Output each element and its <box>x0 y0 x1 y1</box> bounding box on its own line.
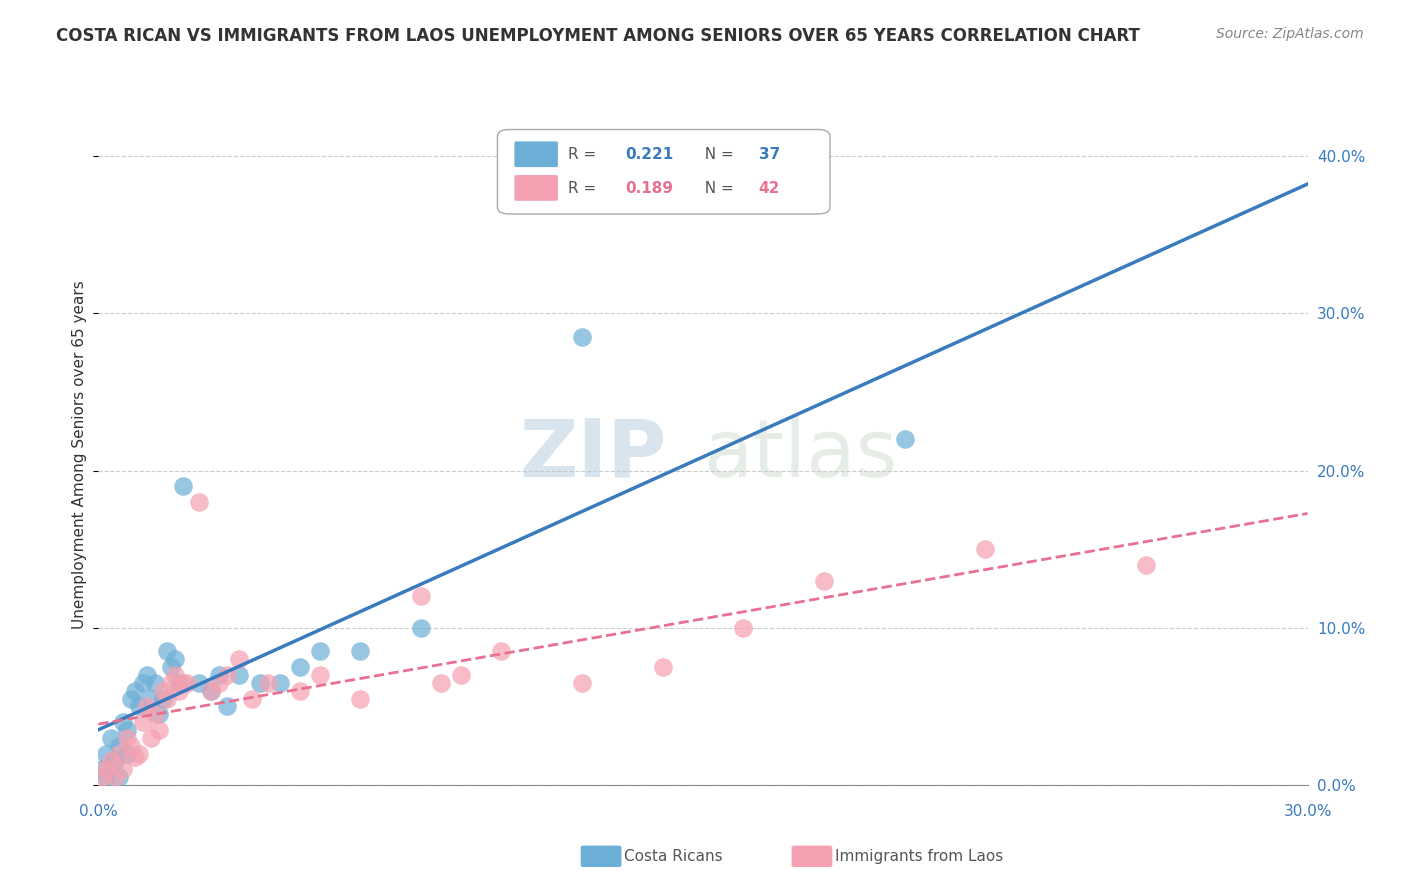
Point <box>893 432 915 446</box>
Point <box>167 675 190 690</box>
FancyBboxPatch shape <box>515 175 558 201</box>
Point <box>249 675 271 690</box>
Point <box>309 644 332 658</box>
Text: 0.189: 0.189 <box>626 181 673 195</box>
Point <box>132 715 155 730</box>
Point <box>120 739 142 753</box>
Point <box>143 707 166 722</box>
Point <box>111 715 134 730</box>
Point <box>156 691 179 706</box>
Y-axis label: Unemployment Among Seniors over 65 years: Unemployment Among Seniors over 65 years <box>72 281 87 629</box>
Point <box>309 668 332 682</box>
Point <box>103 770 125 784</box>
Point <box>349 691 371 706</box>
Point <box>200 683 222 698</box>
Point <box>139 731 162 745</box>
Text: R =: R = <box>568 147 600 162</box>
Text: Costa Ricans: Costa Ricans <box>624 849 723 863</box>
Point <box>217 668 239 682</box>
Text: N =: N = <box>695 147 738 162</box>
Point <box>450 668 472 682</box>
Point <box>111 762 134 776</box>
FancyBboxPatch shape <box>498 129 830 214</box>
Point <box>148 707 170 722</box>
Point <box>132 675 155 690</box>
Text: COSTA RICAN VS IMMIGRANTS FROM LAOS UNEMPLOYMENT AMONG SENIORS OVER 65 YEARS COR: COSTA RICAN VS IMMIGRANTS FROM LAOS UNEM… <box>56 27 1140 45</box>
Point <box>256 675 278 690</box>
Point <box>120 691 142 706</box>
Point <box>167 683 190 698</box>
Point <box>156 644 179 658</box>
Point <box>160 675 183 690</box>
Text: R =: R = <box>568 181 600 195</box>
Point <box>128 747 150 761</box>
Point <box>188 675 211 690</box>
Point <box>163 652 186 666</box>
Point <box>107 747 129 761</box>
Point <box>188 495 211 509</box>
Point <box>288 660 311 674</box>
Point <box>176 675 198 690</box>
Point <box>228 652 250 666</box>
Point <box>172 479 194 493</box>
Point <box>288 683 311 698</box>
Point <box>91 762 114 776</box>
Text: 0.0%: 0.0% <box>79 805 118 819</box>
Point <box>100 731 122 745</box>
Point <box>349 644 371 658</box>
Point <box>124 749 146 764</box>
Point <box>135 668 157 682</box>
Point <box>571 675 593 690</box>
Text: 37: 37 <box>759 147 780 162</box>
Point <box>813 574 835 588</box>
Point <box>1135 558 1157 572</box>
Text: Immigrants from Laos: Immigrants from Laos <box>835 849 1004 863</box>
Point <box>733 621 755 635</box>
Point <box>115 731 138 745</box>
Point <box>96 747 118 761</box>
Point <box>409 590 432 604</box>
Text: N =: N = <box>695 181 738 195</box>
Point <box>96 770 118 784</box>
Point <box>139 691 162 706</box>
Point <box>491 644 513 658</box>
Text: 42: 42 <box>759 181 780 195</box>
Point <box>96 762 118 776</box>
Point <box>143 675 166 690</box>
Point <box>152 691 174 706</box>
Point <box>148 723 170 737</box>
Point <box>135 699 157 714</box>
Point <box>115 723 138 737</box>
Point <box>217 699 239 714</box>
Point <box>208 668 231 682</box>
Point <box>163 668 186 682</box>
Point <box>115 747 138 761</box>
Point <box>571 330 593 344</box>
Point <box>409 621 432 635</box>
Point <box>208 675 231 690</box>
Text: ZIP: ZIP <box>519 416 666 494</box>
Point <box>107 770 129 784</box>
Point <box>228 668 250 682</box>
Text: Source: ZipAtlas.com: Source: ZipAtlas.com <box>1216 27 1364 41</box>
Point <box>200 683 222 698</box>
Text: atlas: atlas <box>703 416 897 494</box>
Point <box>269 675 291 690</box>
Point <box>651 660 673 674</box>
Point <box>91 770 114 784</box>
Text: 30.0%: 30.0% <box>1284 805 1331 819</box>
Point <box>128 699 150 714</box>
Point <box>107 739 129 753</box>
Point <box>152 683 174 698</box>
Text: 0.221: 0.221 <box>626 147 673 162</box>
FancyBboxPatch shape <box>515 142 558 167</box>
Point <box>124 683 146 698</box>
Point <box>160 660 183 674</box>
Point <box>100 755 122 769</box>
Point <box>103 755 125 769</box>
Point <box>172 675 194 690</box>
Point <box>974 542 997 557</box>
Point <box>430 675 453 690</box>
Point <box>240 691 263 706</box>
